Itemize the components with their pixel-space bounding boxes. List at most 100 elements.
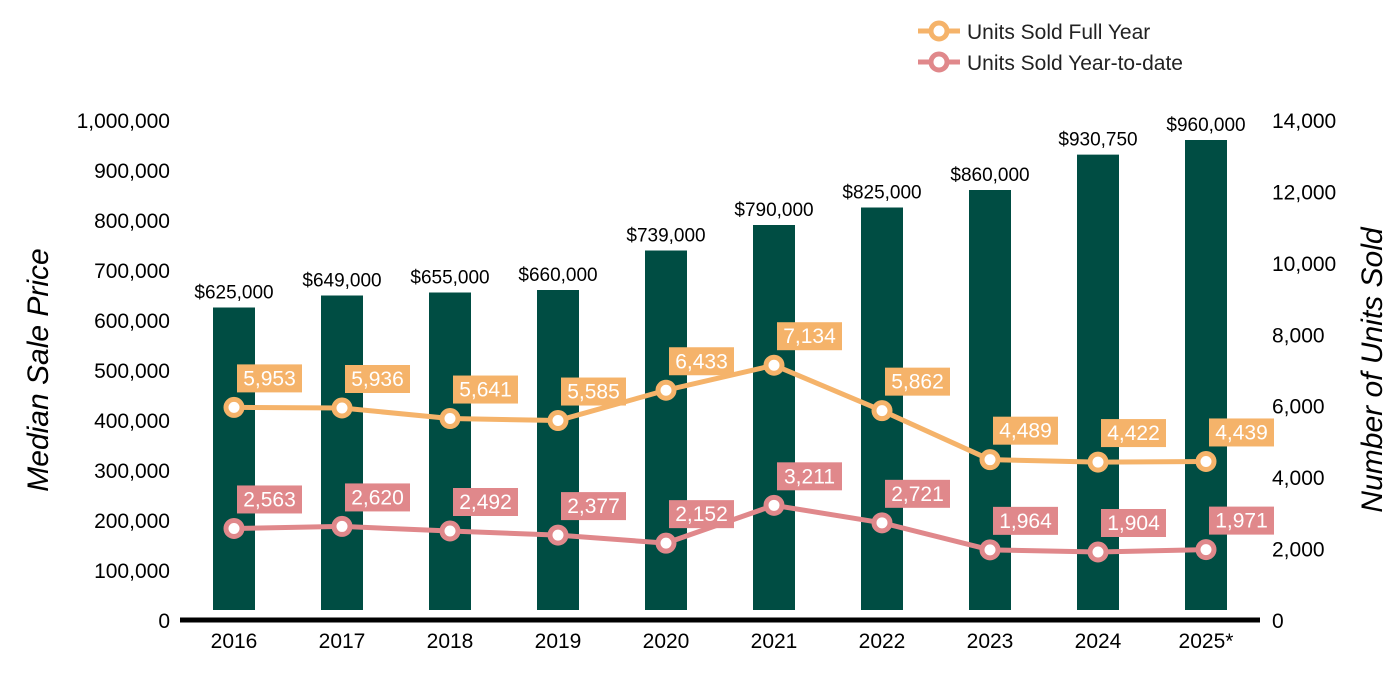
bar-value-label: $660,000	[518, 265, 597, 286]
y-tick-label: 700,000	[94, 260, 170, 283]
bar-value-label: $739,000	[626, 226, 705, 247]
point-label-box-full-year	[777, 322, 842, 351]
point-label-full-year: 5,641	[459, 379, 512, 402]
point-label-box-full-year	[1101, 419, 1166, 448]
point-label-box-year-to-date	[237, 485, 302, 514]
bar-value-label: $930,750	[1058, 130, 1137, 151]
bar-value-label: $790,000	[734, 200, 813, 221]
point-label-box-year-to-date	[993, 506, 1058, 535]
legend-label-full-year: Units Sold Full Year	[967, 21, 1150, 44]
point-label-box-year-to-date	[777, 462, 842, 491]
point-year-to-date	[547, 524, 569, 546]
y-axis-title: Median Sale Price	[22, 248, 55, 491]
x-tick-label: 2016	[211, 630, 258, 653]
legend: Units Sold Full Year Units Sold Year-to-…	[918, 20, 1183, 75]
y2-tick-label: 6,000	[1272, 396, 1325, 419]
point-year-to-date	[763, 494, 785, 516]
point-label-year-to-date: 1,971	[1215, 510, 1268, 533]
point-full-year	[763, 354, 785, 376]
point-label-full-year: 7,134	[783, 325, 836, 348]
point-full-year	[655, 379, 677, 401]
bar-2021	[753, 225, 795, 610]
y-tick-label: 500,000	[94, 360, 170, 383]
point-year-to-date	[439, 520, 461, 542]
point-label-box-year-to-date	[453, 488, 518, 516]
point-label-box-year-to-date	[669, 500, 734, 529]
point-label-box-full-year	[453, 375, 518, 404]
point-label-box-full-year	[345, 365, 410, 393]
y-tick-label: 800,000	[94, 210, 170, 233]
y2-tick-label: 4,000	[1272, 467, 1325, 490]
x-tick-label: 2022	[859, 630, 906, 653]
legend-marker-year-to-date	[928, 51, 950, 73]
legend-marker-full-year	[928, 20, 950, 42]
point-label-box-full-year	[993, 416, 1058, 445]
point-label-year-to-date: 1,964	[999, 510, 1052, 533]
legend-item-year-to-date: Units Sold Year-to-date	[918, 51, 1183, 75]
bar-value-label: $649,000	[302, 271, 381, 292]
point-label-year-to-date: 2,152	[675, 503, 728, 526]
point-year-to-date	[871, 512, 893, 534]
point-year-to-date	[331, 515, 353, 537]
bar-value-label: $825,000	[842, 183, 921, 204]
y2-tick-label: 8,000	[1272, 324, 1325, 347]
legend-item-full-year: Units Sold Full Year	[918, 20, 1150, 44]
point-label-box-year-to-date	[1101, 509, 1166, 537]
legend-label-year-to-date: Units Sold Year-to-date	[967, 52, 1183, 75]
bar-2020	[645, 250, 687, 610]
point-label-year-to-date: 2,492	[459, 491, 512, 514]
lines-layer: 5,953 5,936 5,641 5,585 6,433 7,134 5,862 4,489…	[223, 322, 1274, 563]
point-year-to-date	[1087, 541, 1109, 563]
bar-2019	[537, 290, 579, 610]
point-label-year-to-date: 2,721	[891, 483, 944, 506]
point-label-box-year-to-date	[885, 479, 950, 508]
point-label-year-to-date: 1,904	[1107, 512, 1160, 535]
x-tick-label: 2019	[535, 630, 582, 653]
bar-2017	[321, 295, 363, 610]
point-full-year	[1195, 450, 1217, 472]
point-year-to-date	[1195, 539, 1217, 561]
point-label-year-to-date: 2,620	[351, 486, 404, 509]
y2-tick-label: 10,000	[1272, 253, 1336, 276]
point-label-full-year: 5,862	[891, 371, 944, 394]
point-label-box-full-year	[885, 367, 950, 396]
y2-tick-label: 2,000	[1272, 539, 1325, 562]
axis-layer: 0 100,000 200,000 300,000 400,000 500,000 600,…	[77, 110, 1337, 653]
bar-value-label: $960,000	[1166, 115, 1245, 136]
y-tick-label: 900,000	[94, 160, 170, 183]
y2-tick-label: 14,000	[1272, 110, 1336, 133]
x-tick-label: 2018	[427, 630, 474, 653]
point-full-year	[547, 410, 569, 432]
point-label-year-to-date: 2,563	[243, 488, 296, 511]
point-year-to-date	[655, 532, 677, 554]
bar-2016	[213, 307, 255, 610]
point-full-year	[223, 396, 245, 418]
point-label-full-year: 5,585	[567, 381, 620, 404]
point-year-to-date	[979, 539, 1001, 561]
point-label-full-year: 5,936	[351, 368, 404, 391]
point-full-year	[871, 400, 893, 422]
x-tick-label: 2024	[1075, 630, 1122, 653]
point-label-box-full-year	[561, 377, 626, 406]
point-label-box-year-to-date	[345, 483, 410, 512]
y2-tick-label: 0	[1272, 610, 1284, 633]
bar-value-label: $655,000	[410, 268, 489, 289]
y2-axis-title: Number of Units Sold	[1356, 226, 1389, 512]
point-label-full-year: 4,439	[1215, 421, 1268, 444]
point-year-to-date	[223, 517, 245, 539]
line-full-year	[233, 362, 1207, 465]
x-tick-label: 2023	[967, 630, 1014, 653]
y-tick-label: 1,000,000	[77, 110, 170, 133]
bar-value-label: $860,000	[950, 165, 1029, 186]
point-label-full-year: 4,422	[1107, 422, 1160, 445]
x-tick-label: 2017	[319, 630, 366, 653]
x-tick-label: 2020	[643, 630, 690, 653]
point-full-year	[979, 449, 1001, 471]
y-tick-label: 600,000	[94, 310, 170, 333]
point-label-box-full-year	[1209, 418, 1274, 447]
y-tick-label: 100,000	[94, 560, 170, 583]
point-full-year	[439, 408, 461, 430]
x-tick-label: 2025*	[1179, 630, 1234, 653]
bar-2018	[429, 292, 471, 610]
